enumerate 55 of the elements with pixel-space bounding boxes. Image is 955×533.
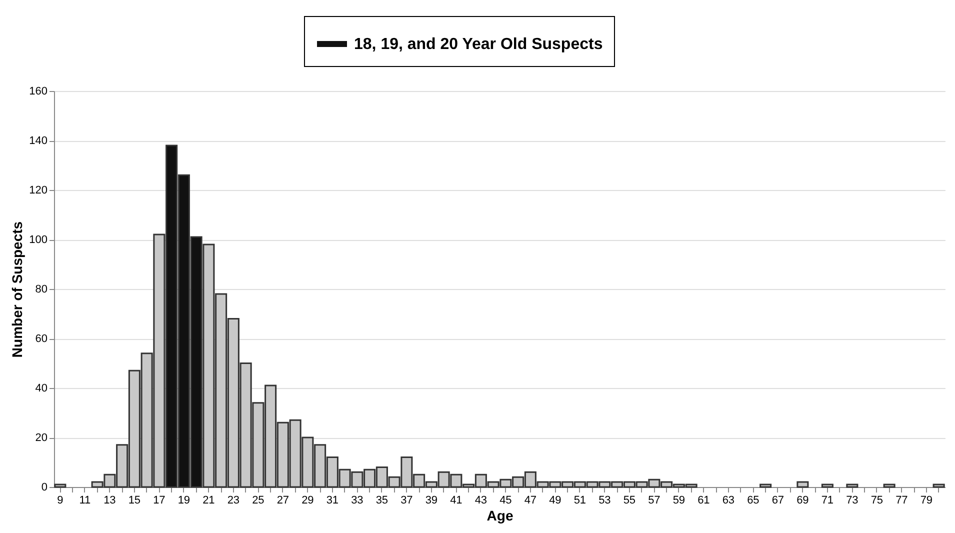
- y-axis-title: Number of Suspects: [9, 221, 26, 358]
- bar: [821, 484, 834, 488]
- x-tick-label: 57: [648, 494, 660, 506]
- x-tick-label: 33: [351, 494, 364, 506]
- x-tick-label: 55: [623, 494, 636, 506]
- x-tick-label: 61: [698, 494, 710, 506]
- x-tick-label: 65: [747, 494, 760, 506]
- x-tick-label: 29: [302, 494, 314, 506]
- x-tick-label: 59: [672, 494, 686, 506]
- x-tick-label: 39: [425, 494, 438, 506]
- y-tick-label: 140: [29, 135, 48, 147]
- x-tick-label: 67: [772, 494, 784, 506]
- y-tick-label: 0: [41, 482, 48, 494]
- y-tick-label: 60: [35, 333, 48, 345]
- x-tick-label: 13: [104, 494, 116, 506]
- y-tick-label: 120: [29, 184, 48, 196]
- x-tick-label: 53: [598, 494, 611, 506]
- x-tick-label: 77: [896, 494, 908, 506]
- x-tick-label: 35: [376, 494, 388, 506]
- x-tick-label: 19: [178, 494, 190, 506]
- x-tick-label: 9: [57, 494, 64, 506]
- y-tick-label: 20: [35, 432, 48, 444]
- x-tick-label: 69: [796, 494, 809, 506]
- bar: [846, 484, 858, 488]
- x-tick-label: 23: [227, 494, 240, 506]
- x-tick-label: 79: [920, 494, 933, 506]
- x-tick-label: 51: [574, 494, 586, 506]
- x-tick-label: 15: [128, 494, 141, 506]
- x-tick-label: 71: [821, 494, 834, 506]
- x-tick-label: 37: [400, 494, 413, 506]
- x-tick-label: 49: [549, 494, 562, 506]
- x-tick-label: 43: [474, 494, 488, 506]
- x-tick-label: 25: [252, 494, 264, 506]
- bar: [796, 481, 809, 488]
- y-tick-label: 80: [35, 284, 48, 296]
- x-tick-label: 75: [870, 494, 884, 506]
- y-tick-label: 160: [29, 86, 48, 98]
- x-tick-label: 31: [326, 494, 339, 506]
- bar: [932, 484, 945, 488]
- y-tick-label: 40: [35, 382, 48, 394]
- x-tick-label: 21: [202, 494, 215, 506]
- x-tick-label: 63: [722, 494, 735, 506]
- x-tick-label: 73: [846, 494, 858, 506]
- x-tick-label: 11: [79, 494, 91, 506]
- legend-label: 18, 19, and 20 Year Old Suspects: [354, 36, 603, 53]
- x-tick-label: 41: [450, 494, 462, 506]
- x-tick-label: 45: [500, 494, 512, 506]
- bar: [54, 484, 66, 488]
- bar: [883, 484, 896, 488]
- y-tick-label: 100: [29, 234, 48, 246]
- x-axis-title: Age: [486, 508, 514, 524]
- bar: [760, 484, 772, 488]
- x-tick-label: 27: [276, 494, 290, 506]
- x-tick-label: 17: [153, 494, 166, 506]
- x-tick-label: 47: [524, 494, 537, 506]
